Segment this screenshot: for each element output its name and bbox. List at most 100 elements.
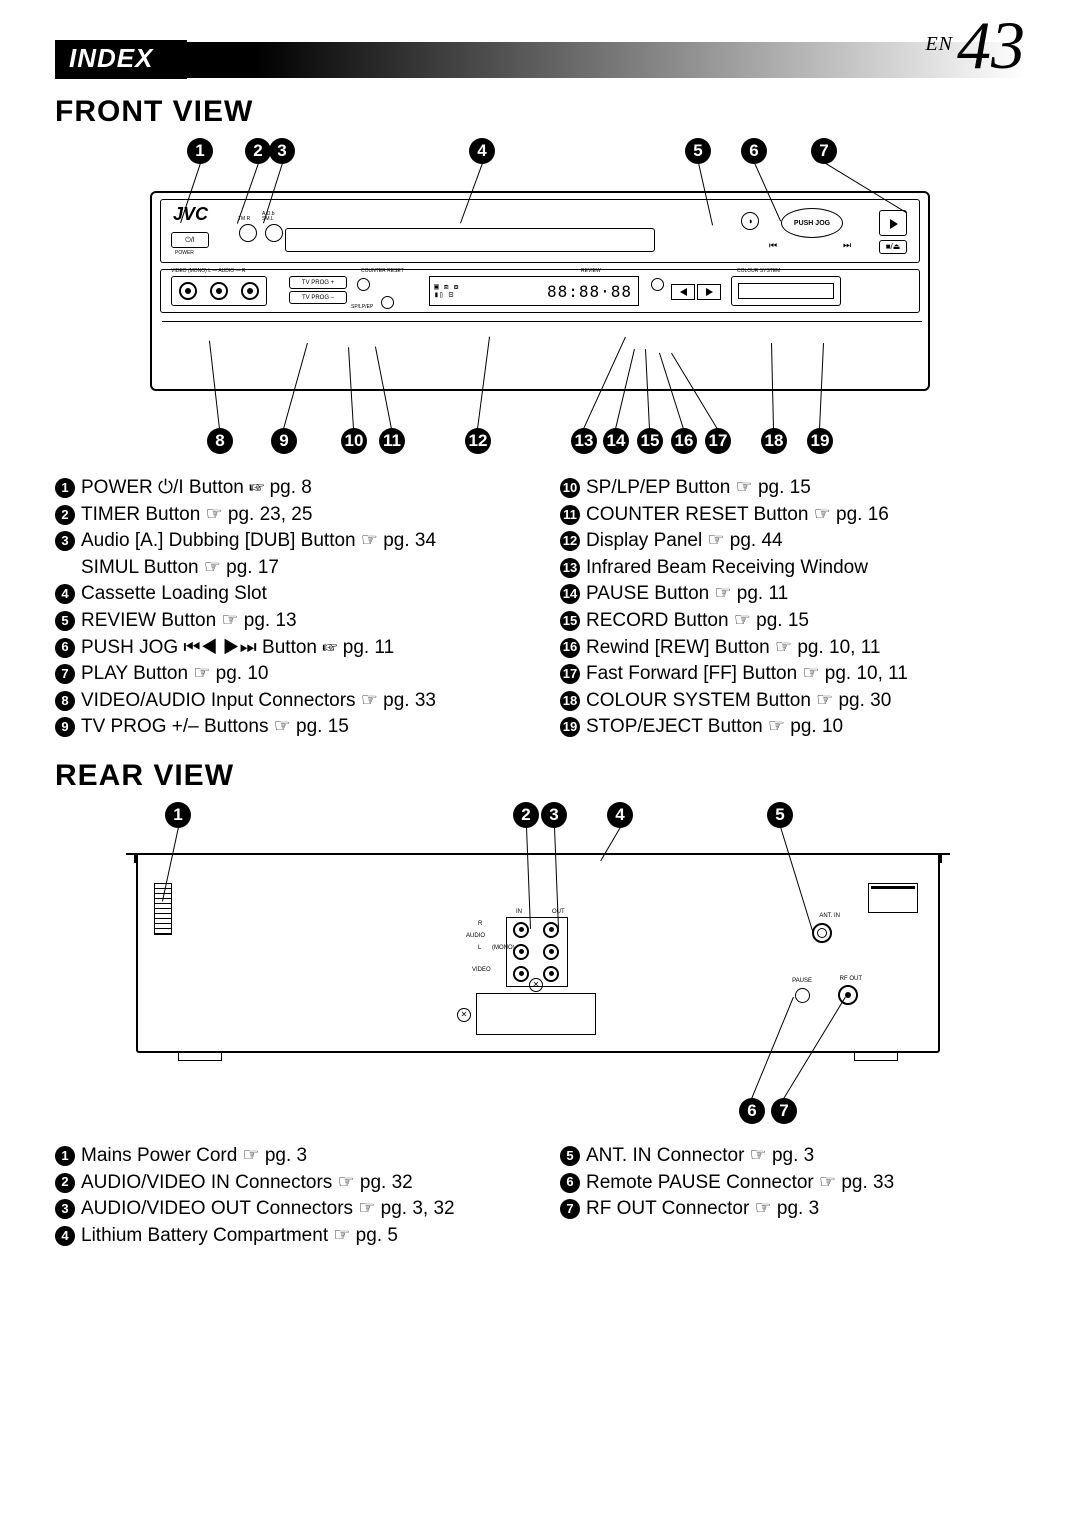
jog-rew-icon: ⏮ (769, 240, 777, 251)
legend-item-17: 17 Fast Forward [FF] Button ☞ pg. 10, 11 (560, 661, 1025, 688)
rew-button (671, 284, 695, 300)
rear-view-heading: REAR VIEW (55, 759, 1025, 793)
rear-view-diagram: IN OUT R AUDIO L (MONO) VIDEO ANT. IN RF… (60, 801, 1020, 1125)
rear-top-lip-l (126, 853, 136, 863)
legend-item-7: 7RF OUT Connector ☞ pg. 3 (560, 1196, 1025, 1223)
legend-item-7: 7PLAY Button ☞ pg. 10 (55, 661, 520, 688)
legend-item-18: 18COLOUR SYSTEM Button ☞ pg. 30 (560, 688, 1025, 715)
legend-text-14: PAUSE Button ☞ pg. 11 (586, 581, 1025, 608)
callout-7: 7 (811, 138, 837, 164)
legend-item-13: 13 Infrared Beam Receiving Window (560, 555, 1025, 582)
legend-bullet-4: 4 (55, 1226, 75, 1246)
legend-bullet-2: 2 (55, 505, 75, 525)
display-digits: 88:88·88 (547, 282, 632, 301)
rf-out-label: RF OUT (840, 976, 862, 982)
front-view-diagram: JVC ⏻/I POWER TM R A.D.b SM.L ◑ PUSH JOG… (60, 137, 1020, 457)
legend-bullet-1: 1 (55, 478, 75, 498)
legend-bullet-19: 19 (560, 717, 580, 737)
legend-text-10: SP/LP/EP Button ☞ pg. 15 (586, 475, 1025, 502)
legend-text-13: Infrared Beam Receiving Window (586, 555, 1025, 582)
legend-bullet-4: 4 (55, 584, 75, 604)
legend-item-5: 5ANT. IN Connector ☞ pg. 3 (560, 1143, 1025, 1170)
legend-item-9: 9TV PROG +/– Buttons ☞ pg. 15 (55, 714, 520, 741)
power-label: POWER (175, 250, 194, 256)
front-divider (162, 321, 922, 322)
callout-14: 14 (603, 428, 629, 454)
legend-item-16: 16 Rewind [REW] Button ☞ pg. 10, 11 (560, 635, 1025, 662)
audio-label: AUDIO (466, 933, 485, 939)
callout-5: 5 (685, 138, 711, 164)
legend-text-19: STOP/EJECT Button ☞ pg. 10 (586, 714, 1025, 741)
callout-6: 6 (741, 138, 767, 164)
legend-text-11: COUNTER RESET Button ☞ pg. 16 (586, 502, 1025, 529)
legend-bullet-6: 6 (55, 638, 75, 658)
audio-l-jack (210, 282, 228, 300)
legend-bullet-2: 2 (55, 1173, 75, 1193)
legend-item-19: 19 STOP/EJECT Button ☞ pg. 10 (560, 714, 1025, 741)
legend-text-3: Audio [A.] Dubbing [DUB] Button ☞ pg. 34 (81, 528, 520, 555)
legend-item-4: 4Cassette Loading Slot (55, 581, 520, 608)
callout-17: 17 (705, 428, 731, 454)
legend-bullet-3: 3 (55, 1199, 75, 1219)
audio-r-in (513, 922, 529, 938)
legend-text-1: POWER ⏻/I Button ☞ pg. 8 (81, 475, 520, 502)
legend-bullet-15: 15 (560, 611, 580, 631)
callout-7: 7 (771, 1098, 797, 1124)
callout-16: 16 (671, 428, 697, 454)
legend-item-6: 6Remote PAUSE Connector ☞ pg. 33 (560, 1170, 1025, 1197)
legend-text-17: Fast Forward [FF] Button ☞ pg. 10, 11 (586, 661, 1025, 688)
legend-text-8: VIDEO/AUDIO Input Connectors ☞ pg. 33 (81, 688, 520, 715)
legend-text-5: ANT. IN Connector ☞ pg. 3 (586, 1143, 1025, 1170)
ir-window (651, 278, 664, 291)
legend-item-5: 5 REVIEW Button ☞ pg. 13 (55, 608, 520, 635)
front-legend: 1POWER ⏻/I Button ☞ pg. 82TIMER Button ☞… (55, 475, 1025, 741)
video-in (513, 966, 529, 982)
legend-text-15: RECORD Button ☞ pg. 15 (586, 608, 1025, 635)
rear-legend-left: 1Mains Power Cord ☞ pg. 32AUDIO/VIDEO IN… (55, 1143, 520, 1249)
counter-reset-label: COUNTER RESET (361, 268, 404, 274)
callout-1: 1 (165, 802, 191, 828)
audio-l-out (543, 944, 559, 960)
rear-top-lip-r (940, 853, 950, 863)
legend-bullet-7: 7 (560, 1199, 580, 1219)
rear-vent (868, 883, 918, 913)
callout-15: 15 (637, 428, 663, 454)
front-view-heading: FRONT VIEW (55, 95, 1025, 129)
mono-label: (MONO) (492, 945, 515, 951)
legend-text-5: REVIEW Button ☞ pg. 13 (81, 608, 520, 635)
legend-bullet-13: 13 (560, 558, 580, 578)
page-num: 43 (957, 7, 1025, 83)
jvc-logo: JVC (173, 204, 208, 225)
legend-bullet-12: 12 (560, 531, 580, 551)
vcr-rear-body: IN OUT R AUDIO L (MONO) VIDEO ANT. IN RF… (136, 853, 940, 1053)
callout-10: 10 (341, 428, 367, 454)
legend-bullet-18: 18 (560, 691, 580, 711)
legend-bullet-17: 17 (560, 664, 580, 684)
counter-reset-knob (381, 296, 394, 309)
video-label: VIDEO (472, 967, 491, 973)
foot-left (178, 1053, 222, 1061)
legend-text-7: PLAY Button ☞ pg. 10 (81, 661, 520, 688)
front-legend-left: 1POWER ⏻/I Button ☞ pg. 82TIMER Button ☞… (55, 475, 520, 741)
front-legend-right: 10 SP/LP/EP Button ☞ pg. 1511COUNTER RESE… (560, 475, 1025, 741)
colour-system-panel (731, 276, 841, 306)
in-label: IN (516, 909, 522, 915)
play-button (879, 210, 907, 236)
legend-bullet-16: 16 (560, 638, 580, 658)
legend-item-12: 12Display Panel ☞ pg. 44 (560, 528, 1025, 555)
callout-12: 12 (465, 428, 491, 454)
video-in-jack (179, 282, 197, 300)
front-bottom-panel: VIDEO (MONO) L — AUDIO — R TV PROG + TV … (160, 269, 920, 313)
callout-3: 3 (269, 138, 295, 164)
legend-bullet-8: 8 (55, 691, 75, 711)
jog-ff-icon: ⏭ (843, 240, 851, 251)
legend-item-8: 8 VIDEO/AUDIO Input Connectors ☞ pg. 33 (55, 688, 520, 715)
legend-bullet-5: 5 (55, 611, 75, 631)
legend-bullet-10: 10 (560, 478, 580, 498)
callout-4: 4 (607, 802, 633, 828)
ff-button (697, 284, 721, 300)
legend-text-16: Rewind [REW] Button ☞ pg. 10, 11 (586, 635, 1025, 662)
callout-8: 8 (207, 428, 233, 454)
legend-item-11: 11COUNTER RESET Button ☞ pg. 16 (560, 502, 1025, 529)
rear-legend: 1Mains Power Cord ☞ pg. 32AUDIO/VIDEO IN… (55, 1143, 1025, 1249)
